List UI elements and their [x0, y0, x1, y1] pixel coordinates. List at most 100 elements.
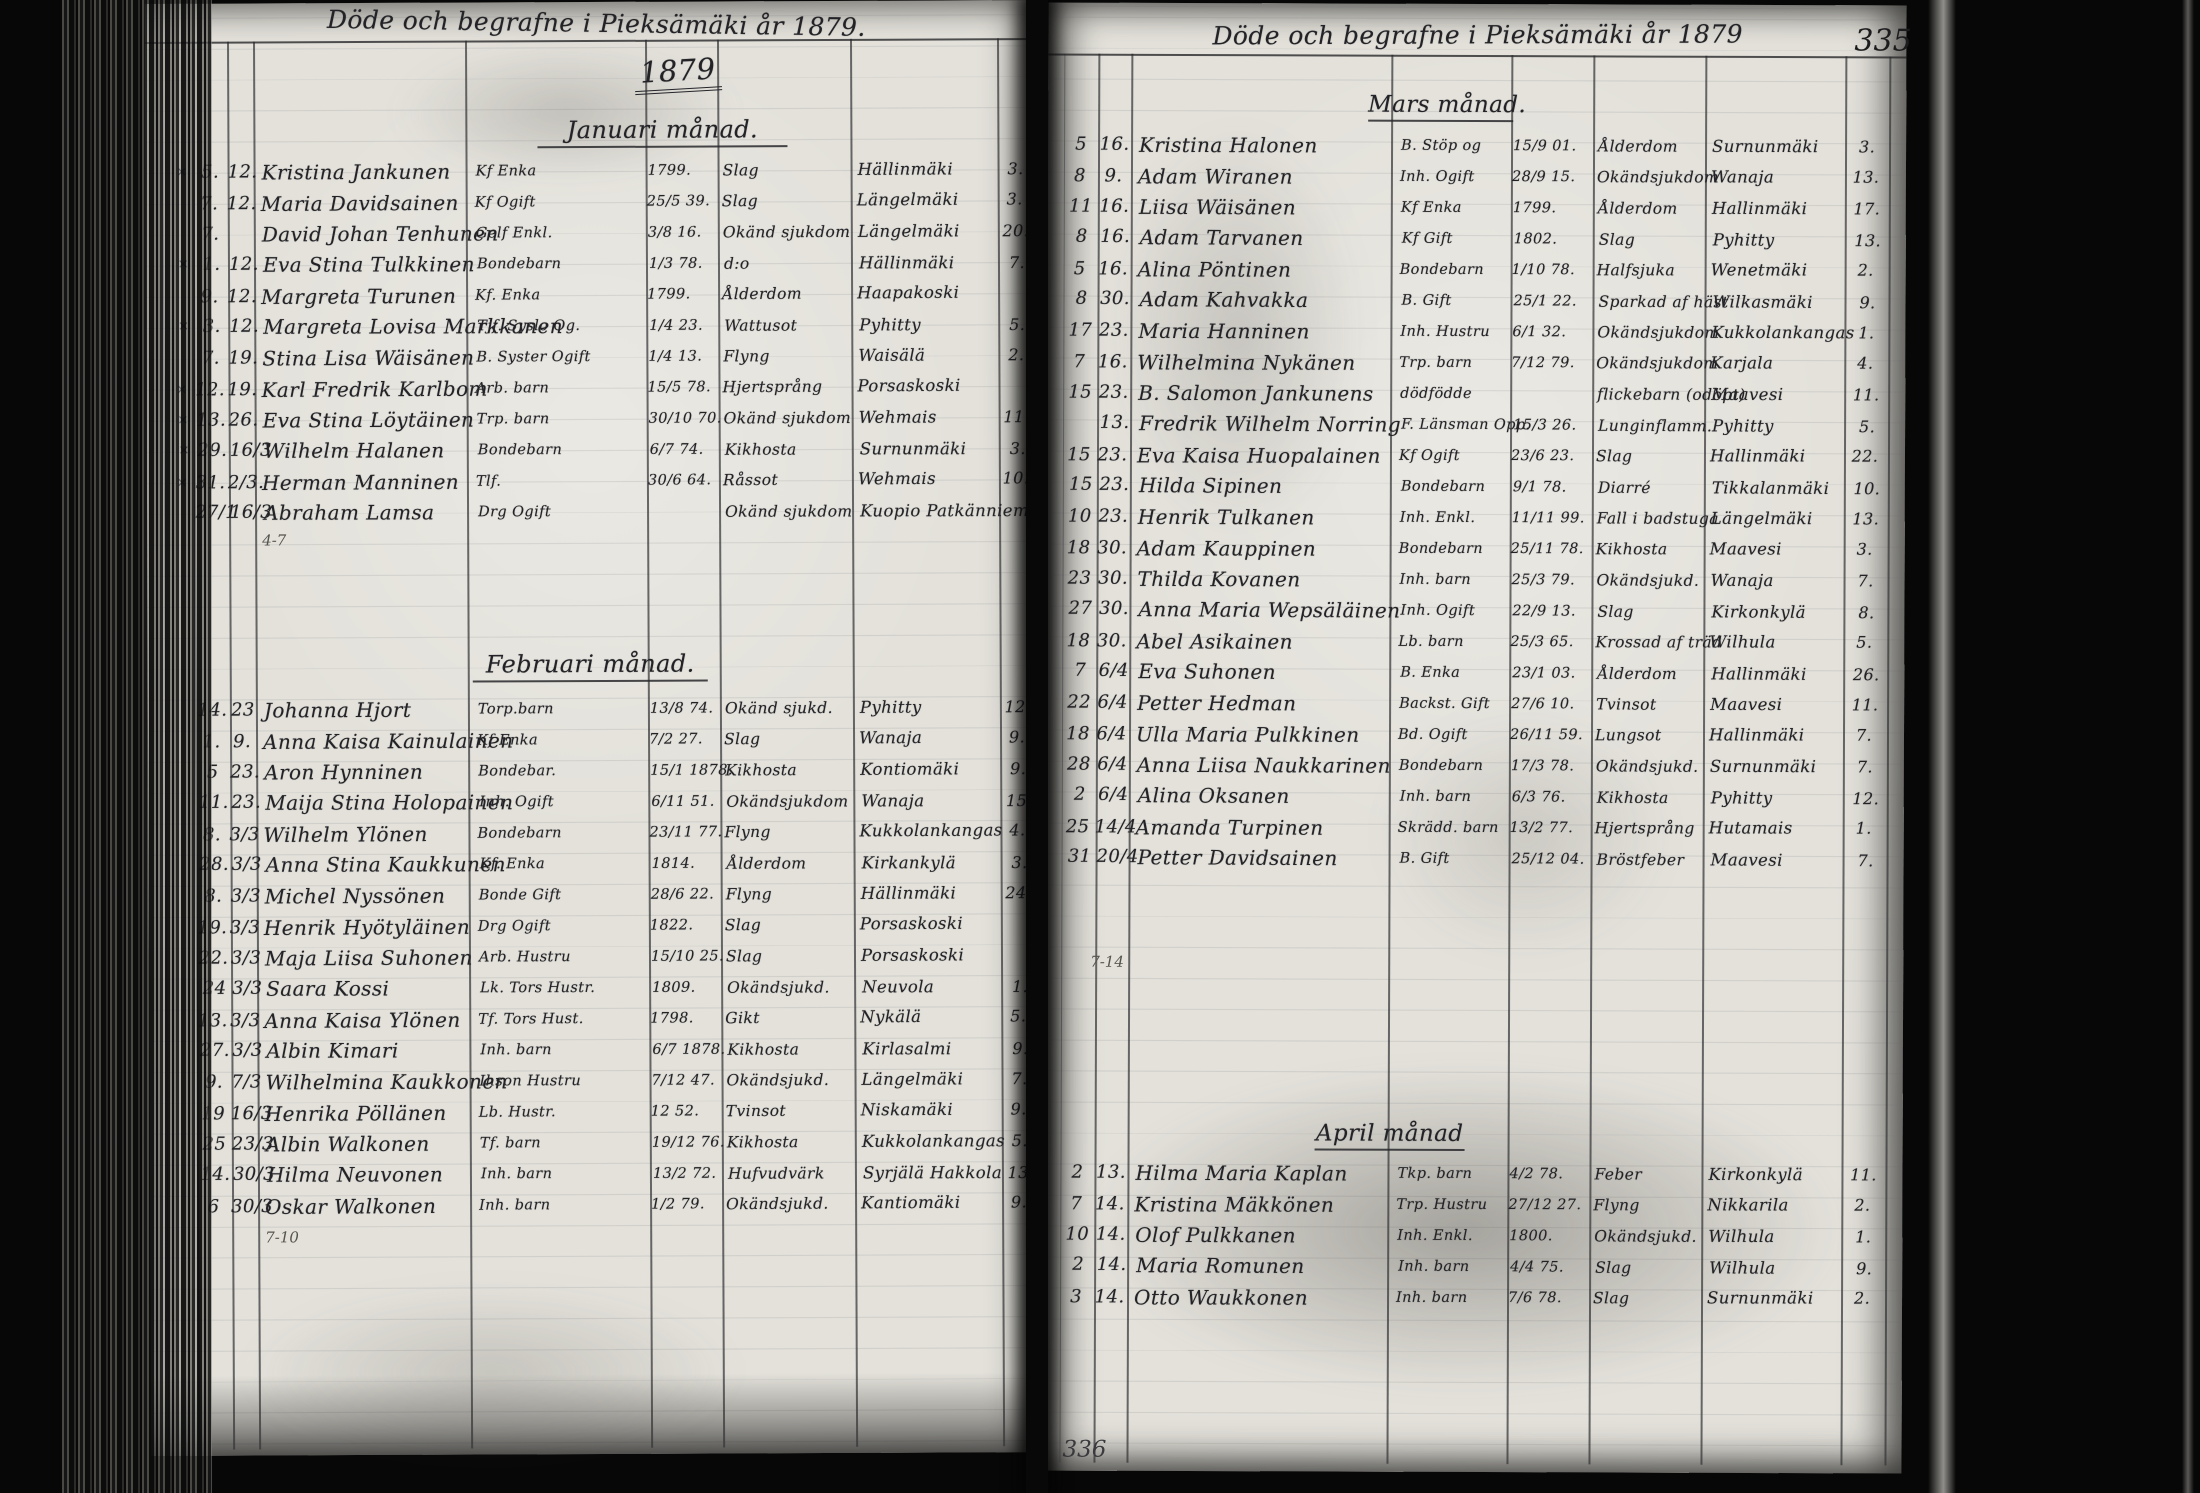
status-cell: Bondebarn — [1400, 478, 1486, 495]
birthdate-cell: 12 52. — [650, 1102, 700, 1120]
birthdate-cell: 25/5 39. — [646, 192, 711, 210]
cause-cell: Tvinsot — [1596, 694, 1657, 714]
name-cell: Adam Kahvakka — [1139, 286, 1309, 312]
burial-day-cell: 23. — [1097, 444, 1128, 466]
cause-cell: Ålderdom — [1598, 136, 1678, 156]
birthdate-cell: 23/1 03. — [1512, 664, 1576, 682]
register-row: 15 23. B. Salomon Jankunens dödfödde fli… — [1047, 377, 1888, 411]
name-cell: Amanda Turpinen — [1135, 814, 1324, 840]
death-day-cell: 2 — [1072, 1253, 1085, 1275]
count-cell: 13. — [1852, 509, 1880, 529]
birthdate-cell: 1/4 13. — [648, 348, 703, 365]
death-day-cell: 18 — [1066, 723, 1090, 745]
death-day-cell: 2 — [1071, 1161, 1084, 1183]
cause-cell: Flyng — [723, 346, 770, 365]
cause-cell: Slag — [721, 191, 759, 210]
place-cell: Wilkasmäki — [1712, 292, 1813, 312]
death-day-cell: 10 — [1065, 1223, 1090, 1245]
status-cell: Kf. Enka — [475, 286, 541, 304]
burial-day-cell: 3/3 — [229, 917, 261, 939]
burial-day-cell: 23. — [230, 761, 261, 783]
status-cell: Kf Enka — [477, 731, 539, 749]
place-cell: Hällinmäki — [860, 883, 957, 903]
burial-day-cell: 14. — [1096, 1253, 1127, 1276]
birthdate-cell: 15/10 25. — [650, 947, 725, 965]
birthdate-cell: 4/2 78. — [1509, 1165, 1564, 1182]
name-cell: Saara Kossi — [266, 975, 390, 1001]
burial-day-cell: 14. — [1095, 1223, 1126, 1245]
name-cell: Hilma Maria Kaplan — [1135, 1160, 1348, 1186]
status-cell: Drg Ogift — [477, 917, 551, 935]
burial-day-cell: 30. — [1100, 287, 1130, 310]
birthdate-cell: 15/5 78. — [647, 378, 711, 396]
name-cell: Maria Romunen — [1136, 1252, 1305, 1278]
birthdate-cell: 26/11 59. — [1509, 726, 1584, 743]
cause-cell: Okändsjukd. — [1596, 570, 1700, 590]
place-cell: Kukkolankangas — [859, 820, 1003, 841]
status-cell: Inh. barn — [480, 1041, 552, 1058]
birthdate-cell: 1798. — [650, 1009, 694, 1027]
place-cell: Kukkolankangas — [861, 1131, 1006, 1151]
death-day-cell: 8 — [1075, 287, 1088, 309]
burial-day-cell: 19. — [228, 347, 259, 369]
register-rows-januari: × 5. 12. Kristina Jankunen Kf Enka 1799.… — [146, 153, 1047, 529]
name-cell: Eva Stina Tulkkinen — [262, 251, 475, 277]
burial-day-cell: 23. — [1099, 473, 1130, 496]
register-row: 10 14. Olof Pulkkanen Inh. Enkl. 1800. O… — [1044, 1218, 1885, 1252]
name-cell: Margreta Turunen — [261, 283, 457, 309]
cause-cell: Slag — [1595, 1258, 1632, 1277]
name-cell: Anna Maria Wepsäläinen — [1138, 596, 1401, 623]
status-cell: Bondebarn — [1398, 757, 1484, 774]
birthdate-cell: 6/1 32. — [1512, 323, 1567, 340]
status-cell: Backst. Gift — [1399, 695, 1491, 712]
place-cell: Syrjälä Hakkola — [862, 1163, 1003, 1183]
burial-day-cell: 30/3 — [232, 1163, 275, 1185]
status-cell: Arb. barn — [475, 379, 550, 397]
register-page-left: Döde och begrafne i Pieksämäki år 1879. … — [144, 0, 1047, 1464]
place-cell: Porsaskoski — [857, 375, 961, 396]
status-cell: Kf Enka — [475, 162, 537, 180]
death-day-cell: 7 — [1070, 1193, 1083, 1215]
cause-cell: Okänd sjukd. — [724, 698, 833, 717]
cause-cell: Kikhosta — [726, 1132, 799, 1151]
place-cell: Längelmäki — [856, 189, 959, 210]
name-cell: Albin Kimari — [266, 1037, 399, 1063]
status-cell: Drg Ogift — [478, 503, 552, 520]
burial-day-cell: 3/3 — [231, 853, 262, 875]
status-cell: Bondebarn — [476, 255, 562, 272]
birthdate-cell: 27/6 10. — [1511, 695, 1575, 712]
count-cell: 4. — [1857, 353, 1874, 373]
birthdate-cell: 6/7 74. — [649, 441, 704, 458]
death-day-cell: 10 — [1067, 505, 1092, 527]
register-row: 23 30. Thilda Kovanen Inh. barn 25/3 79.… — [1047, 563, 1888, 597]
status-cell: Lb. barn — [1398, 633, 1464, 650]
birthdate-cell: 7/12 47. — [651, 1071, 716, 1089]
birthdate-cell: 28/9 15. — [1511, 168, 1576, 185]
status-cell: Bondebarn — [477, 441, 563, 458]
name-cell: Hilma Neuvonen — [266, 1161, 444, 1187]
burial-day-cell: 2/3. — [227, 472, 265, 494]
register-row: 9. 7/3 Wilhelmina Kaukkonen Ihson Hustru… — [149, 1063, 1037, 1098]
place-cell: Pyhitty — [859, 315, 921, 335]
birthdate-cell: 25/11 78. — [1510, 540, 1584, 557]
burial-day-cell: 14. — [1094, 1193, 1125, 1215]
name-cell: Albin Walkonen — [265, 1131, 430, 1156]
place-cell: Pyhitty — [1712, 230, 1775, 250]
birthdate-cell: 1814. — [651, 855, 696, 872]
name-cell: Maria Hanninen — [1138, 318, 1310, 343]
name-cell: Otto Waukkonen — [1134, 1284, 1309, 1310]
page-number-top: 335 — [1854, 23, 1912, 59]
burial-day-cell: 16/3 — [230, 1102, 273, 1125]
name-cell: Aron Hynninen — [264, 759, 424, 784]
death-day-cell: 28 — [1067, 753, 1091, 775]
name-cell: Anna Kaisa Ylönen — [264, 1007, 461, 1033]
status-cell: B. Gift — [1401, 292, 1452, 309]
birthdate-cell: 4/4 75. — [1510, 1258, 1565, 1276]
register-row: 25 23/3 Albin Walkonen Tf. barn 19/12 76… — [150, 1125, 1038, 1160]
register-row: 13. Fredrik Wilhelm Norring F. Länsman O… — [1048, 407, 1889, 443]
place-cell: Hallinmäki — [1708, 725, 1805, 745]
death-day-cell: 25 — [1065, 816, 1090, 838]
burial-day-cell: 9. — [1104, 165, 1123, 187]
year-label: 1879 — [633, 51, 723, 96]
tally-note: 7-14 — [1090, 952, 1124, 971]
